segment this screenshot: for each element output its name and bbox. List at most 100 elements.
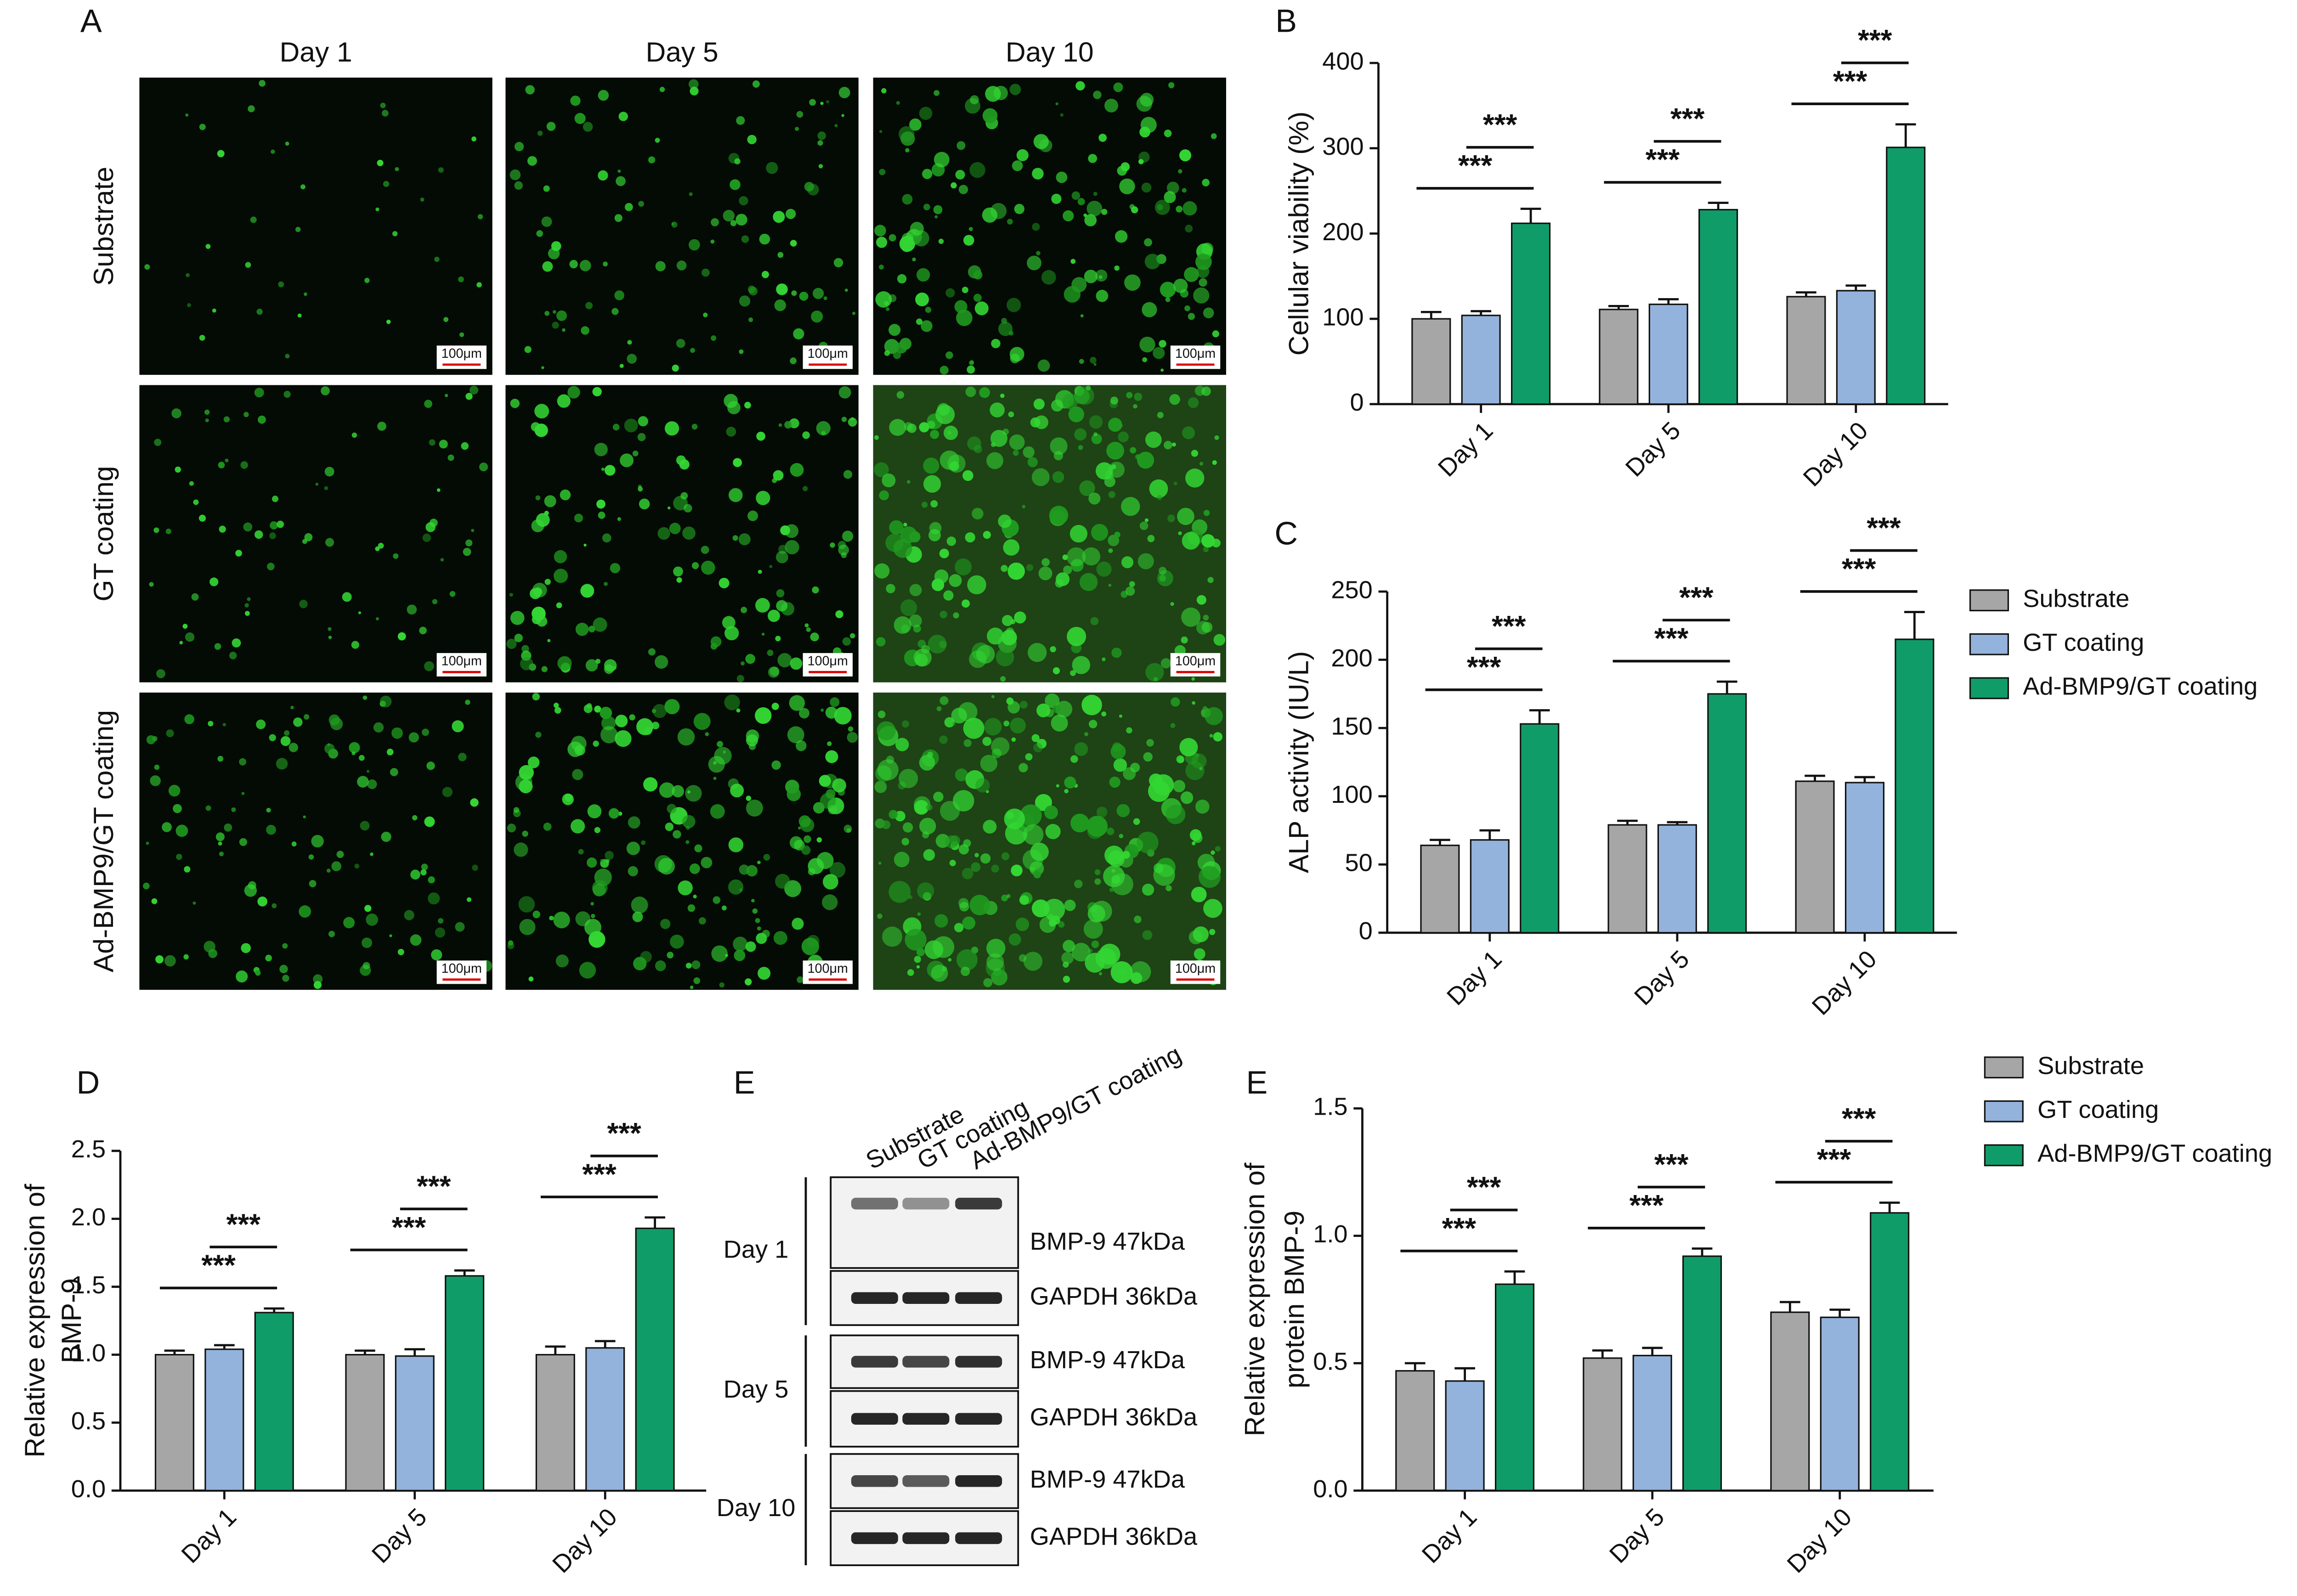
cell	[259, 80, 266, 87]
bar	[395, 1355, 435, 1492]
column-title: Day 5	[645, 36, 718, 68]
cell	[567, 386, 580, 399]
band	[902, 1197, 950, 1210]
cell	[532, 910, 540, 919]
cell	[627, 340, 632, 345]
cell	[255, 530, 263, 539]
cell	[802, 486, 808, 491]
legend-swatch	[1984, 1144, 2024, 1167]
error-bar	[1692, 1247, 1713, 1257]
error-bar	[214, 1344, 235, 1349]
cell	[882, 820, 891, 829]
cell	[1172, 442, 1176, 447]
error-bar	[645, 1216, 665, 1229]
cell	[165, 528, 171, 535]
cell	[773, 470, 784, 481]
cell	[810, 632, 819, 642]
bar	[1494, 1283, 1535, 1492]
cell	[775, 636, 781, 642]
cell	[954, 300, 967, 313]
cell	[1064, 899, 1076, 911]
cell	[1096, 289, 1109, 302]
cell	[807, 935, 820, 948]
cell	[800, 818, 815, 832]
cell	[688, 79, 699, 90]
row-title: GT coating	[88, 466, 119, 601]
cell	[1045, 693, 1060, 708]
bar	[154, 1354, 194, 1492]
error-bar	[594, 1340, 616, 1348]
cell	[248, 105, 255, 113]
significance-label: ***	[1467, 1171, 1501, 1204]
cell	[1018, 763, 1028, 773]
cell	[370, 852, 373, 856]
cell	[1063, 210, 1074, 222]
cell	[1130, 972, 1143, 984]
cell	[1053, 451, 1064, 461]
cell	[973, 293, 982, 302]
cell	[739, 888, 743, 892]
cell	[278, 281, 284, 288]
significance-label: ***	[1467, 650, 1501, 683]
cell	[657, 527, 670, 540]
cell	[250, 216, 257, 223]
cell	[620, 453, 634, 468]
cell	[536, 513, 550, 527]
cell	[1052, 471, 1064, 483]
cell	[581, 326, 589, 335]
cell	[792, 918, 804, 930]
cell	[1178, 531, 1182, 536]
bar	[1657, 824, 1697, 934]
cell	[970, 95, 979, 104]
cell	[842, 637, 851, 646]
cell	[902, 194, 913, 205]
cell	[916, 318, 923, 325]
cell	[879, 490, 889, 501]
cell	[421, 863, 428, 870]
cell	[741, 607, 747, 614]
cell	[784, 421, 792, 429]
cell	[1196, 265, 1210, 278]
cell	[895, 738, 909, 751]
cell	[691, 423, 698, 430]
cell	[331, 861, 342, 871]
cell	[1009, 84, 1021, 96]
error-bar	[1608, 305, 1629, 310]
error-bar	[1805, 774, 1825, 781]
cell	[733, 458, 742, 467]
cell	[734, 949, 746, 961]
cell	[1101, 209, 1108, 215]
cell	[187, 303, 191, 307]
cell	[463, 547, 471, 556]
cell	[232, 638, 241, 648]
bar	[254, 1312, 294, 1492]
cell	[1039, 916, 1056, 933]
cell	[476, 282, 482, 288]
cell	[1116, 804, 1130, 818]
cell	[905, 929, 927, 951]
cell	[817, 131, 826, 140]
cell	[976, 645, 995, 664]
cell	[379, 695, 392, 708]
cell	[1079, 480, 1095, 496]
cell	[1001, 852, 1010, 860]
cell	[891, 812, 896, 817]
cell	[280, 736, 291, 746]
cell	[1169, 394, 1180, 405]
cell	[969, 360, 974, 366]
cell	[673, 566, 683, 577]
legend-label: GT coating	[2037, 1096, 2159, 1123]
cell	[364, 905, 372, 912]
cell	[395, 167, 399, 171]
cell	[1196, 621, 1210, 635]
cell	[1084, 214, 1097, 226]
cell	[773, 931, 787, 945]
cell	[1185, 761, 1205, 780]
cell	[945, 835, 958, 848]
cell	[719, 982, 725, 988]
cell	[321, 386, 330, 395]
cell	[933, 205, 943, 214]
band	[902, 1475, 950, 1487]
micrograph: 100μm	[873, 77, 1226, 375]
cell	[763, 854, 770, 861]
